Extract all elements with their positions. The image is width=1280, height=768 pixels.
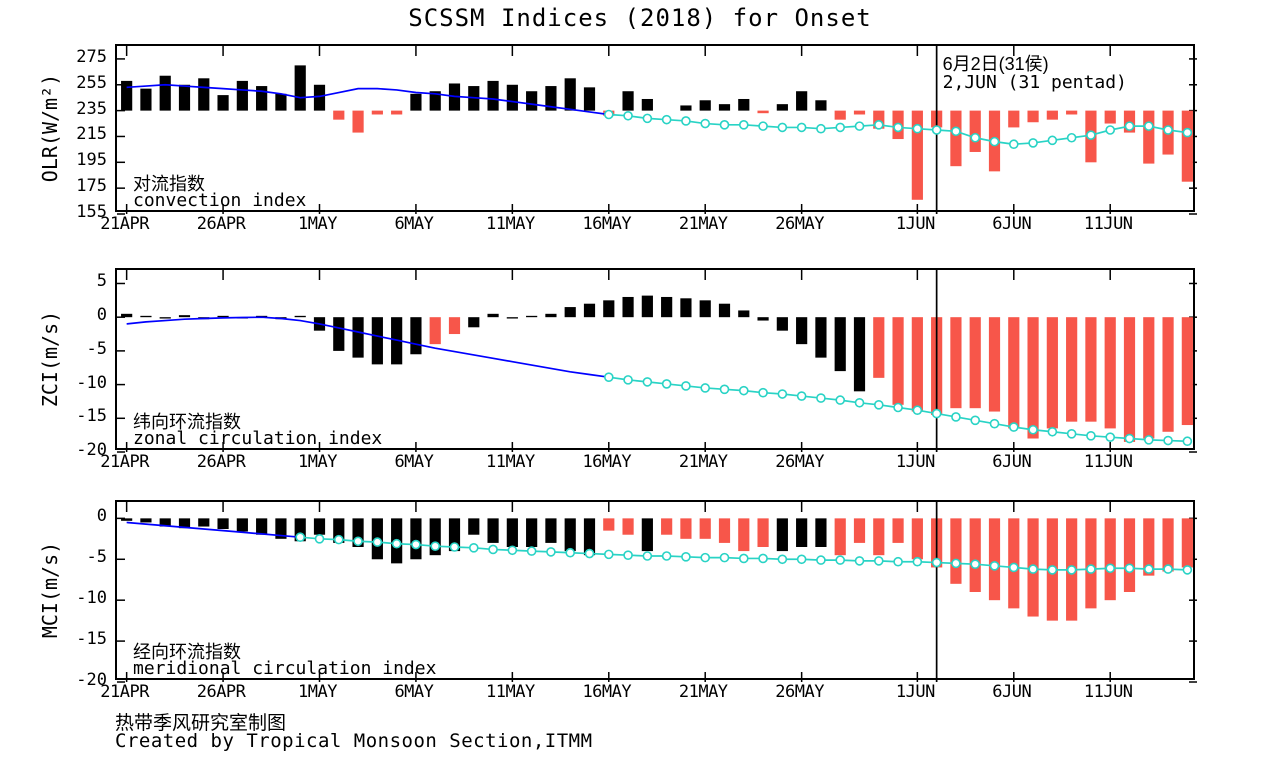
xtick-olr-2: 1MAY: [298, 214, 337, 234]
xticks-zci: 21APR26APR1MAY6MAY11MAY16MAY21MAY26MAY1J…: [115, 450, 1195, 478]
xtick-zci-10: 11JUN: [1084, 452, 1133, 472]
xtick-zci-2: 1MAY: [298, 452, 337, 472]
annot-en-mci: meridional circulation index: [133, 658, 436, 679]
xtick-zci-5: 16MAY: [582, 452, 631, 472]
footer-en: Created by Tropical Monsoon Section,ITMM: [115, 730, 593, 752]
chart-title: SCSSM Indices (2018) for Onset: [0, 4, 1280, 32]
xtick-zci-3: 6MAY: [394, 452, 433, 472]
yticks-mci: -20-15-10-50: [55, 0, 111, 768]
xtick-zci-6: 21MAY: [679, 452, 728, 472]
xtick-zci-9: 6JUN: [992, 452, 1031, 472]
xtick-mci-8: 1JUN: [896, 682, 935, 702]
xtick-olr-1: 26APR: [197, 214, 246, 234]
xtick-mci-5: 16MAY: [582, 682, 631, 702]
ytick-mci-3: -5: [87, 547, 107, 567]
xticks-mci: 21APR26APR1MAY6MAY11MAY16MAY21MAY26MAY1J…: [115, 680, 1195, 708]
plot-mci: [117, 502, 1197, 682]
xtick-mci-0: 21APR: [100, 682, 149, 702]
xtick-zci-1: 26APR: [197, 452, 246, 472]
xtick-olr-9: 6JUN: [992, 214, 1031, 234]
xtick-zci-8: 1JUN: [896, 452, 935, 472]
panel-zci: [115, 268, 1195, 450]
ytick-mci-2: -10: [76, 588, 107, 608]
xtick-mci-10: 11JUN: [1084, 682, 1133, 702]
xtick-mci-4: 11MAY: [486, 682, 535, 702]
xtick-olr-4: 11MAY: [486, 214, 535, 234]
annot-en-zci: zonal circulation index: [133, 428, 382, 449]
xtick-zci-4: 11MAY: [486, 452, 535, 472]
onset-label-en: 2,JUN (31 pentad): [943, 72, 1127, 93]
xtick-olr-5: 16MAY: [582, 214, 631, 234]
xtick-mci-1: 26APR: [197, 682, 246, 702]
ytick-mci-1: -15: [76, 629, 107, 649]
annot-en-olr: convection index: [133, 190, 306, 211]
xtick-zci-7: 26MAY: [775, 452, 824, 472]
xtick-olr-7: 26MAY: [775, 214, 824, 234]
xtick-olr-6: 21MAY: [679, 214, 728, 234]
xtick-mci-9: 6JUN: [992, 682, 1031, 702]
xtick-olr-3: 6MAY: [394, 214, 433, 234]
panel-mci: [115, 500, 1195, 680]
plot-zci: [117, 270, 1197, 452]
xtick-mci-3: 6MAY: [394, 682, 433, 702]
ytick-mci-4: 0: [97, 506, 107, 526]
xtick-mci-2: 1MAY: [298, 682, 337, 702]
xtick-mci-7: 26MAY: [775, 682, 824, 702]
xtick-olr-8: 1JUN: [896, 214, 935, 234]
xticks-olr: 21APR26APR1MAY6MAY11MAY16MAY21MAY26MAY1J…: [115, 212, 1195, 240]
xtick-mci-6: 21MAY: [679, 682, 728, 702]
xtick-olr-10: 11JUN: [1084, 214, 1133, 234]
